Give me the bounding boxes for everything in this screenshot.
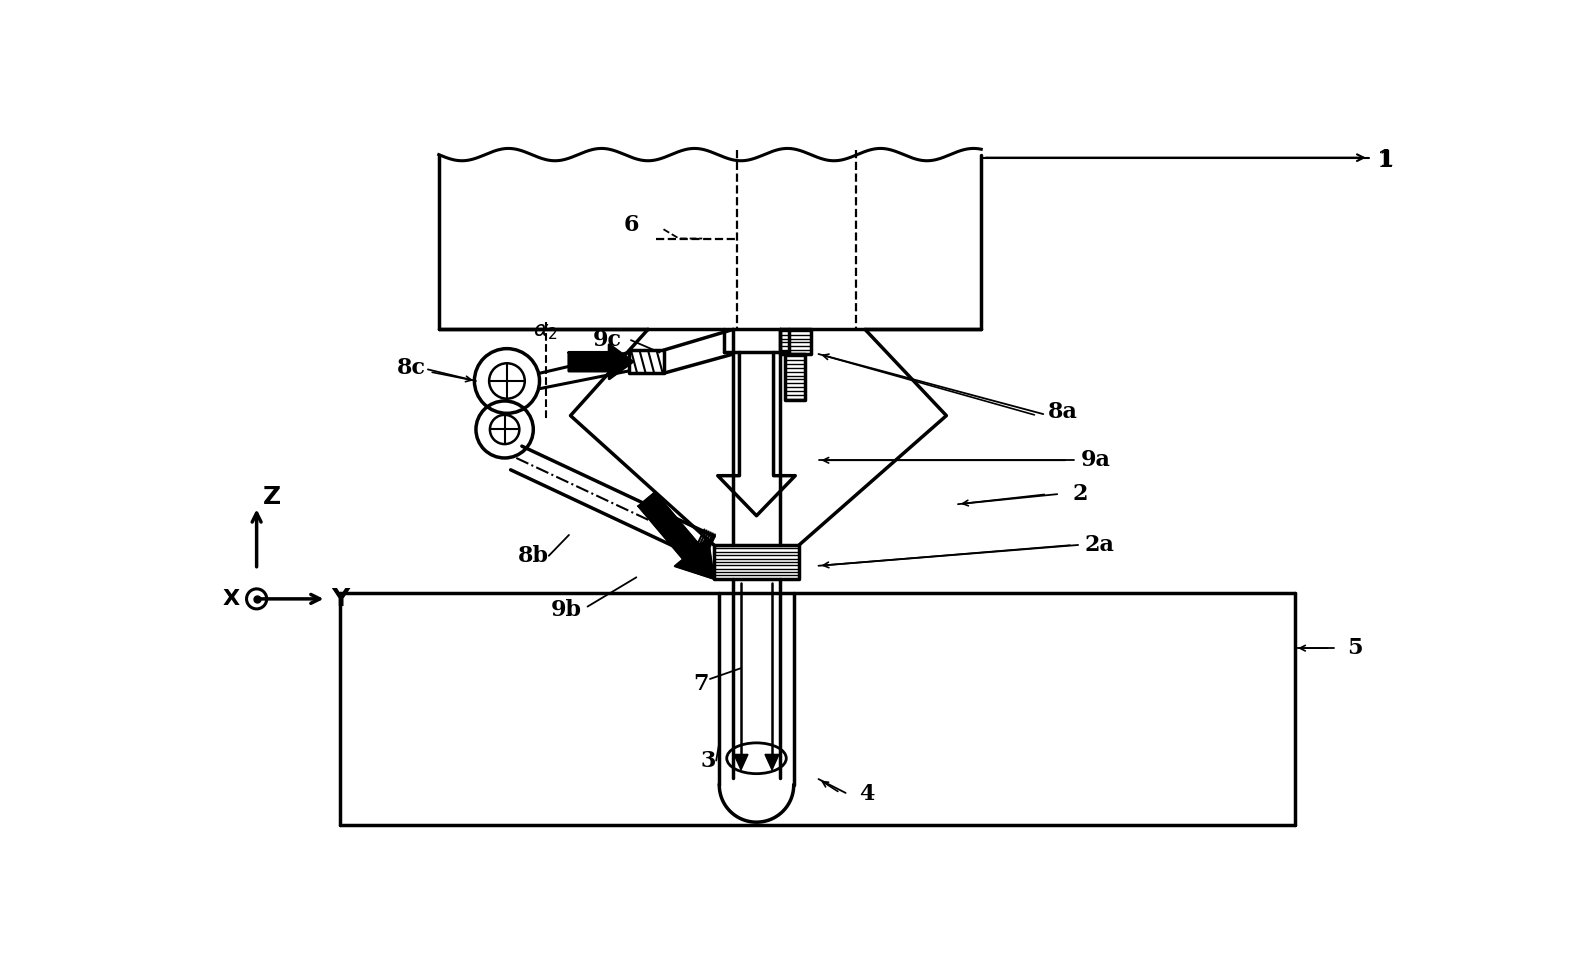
Polygon shape	[569, 345, 632, 379]
Text: 3: 3	[700, 750, 716, 772]
Text: 9a: 9a	[1081, 450, 1112, 471]
Text: Z: Z	[264, 485, 281, 509]
Polygon shape	[765, 754, 780, 770]
Polygon shape	[734, 754, 748, 770]
Text: 1: 1	[1378, 149, 1394, 171]
Text: 7: 7	[692, 673, 708, 695]
Text: 8a: 8a	[1048, 401, 1078, 423]
Text: 9b: 9b	[551, 599, 583, 621]
Text: 5: 5	[1347, 637, 1363, 659]
Text: 1: 1	[1377, 148, 1394, 172]
Text: 2a: 2a	[1085, 534, 1115, 556]
Text: 6: 6	[622, 213, 638, 235]
Text: 8c: 8c	[397, 357, 426, 379]
Polygon shape	[638, 492, 715, 579]
Text: Y: Y	[332, 587, 349, 611]
Text: 9c: 9c	[594, 330, 622, 351]
Text: 8b: 8b	[518, 545, 549, 567]
Text: X: X	[222, 589, 240, 609]
Text: 2: 2	[1073, 483, 1088, 505]
Text: $\alpha_2$: $\alpha_2$	[534, 323, 557, 342]
Text: 4: 4	[859, 783, 875, 805]
